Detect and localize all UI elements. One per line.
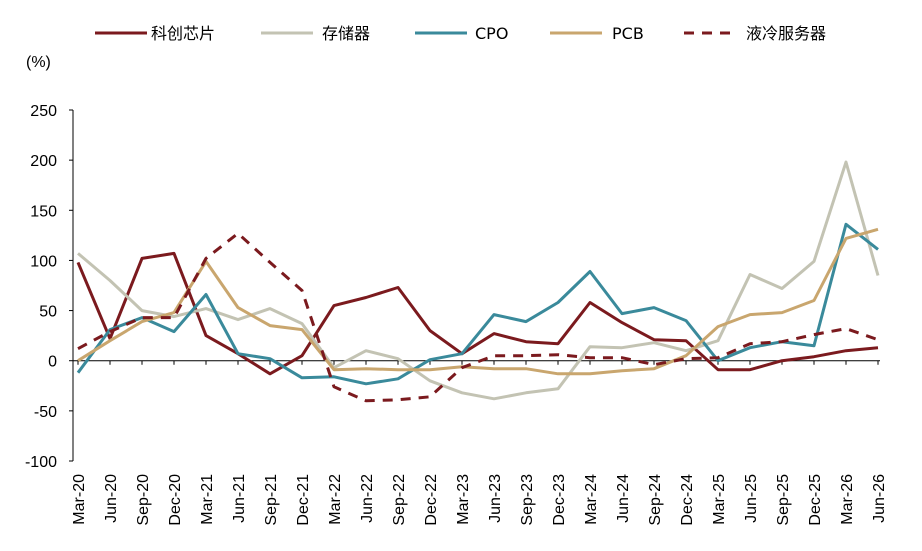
x-tick-label: Mar-23: [455, 474, 472, 525]
x-tick-label: Jun-21: [231, 474, 248, 523]
y-tick-label: 0: [48, 354, 57, 371]
series-line-4: [77, 231, 879, 403]
x-tick-label: Mar-24: [583, 474, 600, 525]
x-axis: Mar-20 Jun-20 Sep-20 Dec-20 Mar-21 Jun-21 Sep-…: [71, 360, 888, 526]
x-tick-label: Jun-22: [359, 474, 376, 523]
legend-item: 存储器: [261, 24, 370, 43]
y-tick-label: 100: [30, 253, 57, 270]
x-tick-label: Sep-20: [135, 474, 152, 526]
x-tick-label: Dec-20: [167, 474, 184, 526]
x-tick-label: Dec-25: [807, 474, 824, 526]
series-line-3: [77, 227, 879, 376]
y-tick-label: 250: [30, 103, 57, 120]
y-tick-label: -50: [34, 404, 57, 421]
series-line-0: [76, 251, 879, 376]
x-tick-label: Sep-23: [519, 474, 536, 526]
x-tick-label: Mar-21: [199, 474, 216, 525]
y-tick-label: 150: [30, 203, 57, 220]
legend-label: 液冷服务器: [746, 24, 826, 43]
legend: 科创芯片 存储器 CPO PCB 液冷服务器: [95, 24, 826, 43]
legend-item: CPO: [415, 24, 508, 43]
x-tick-label: Dec-23: [551, 474, 568, 526]
x-tick-label: Jun-20: [103, 474, 120, 523]
x-tick-label: Mar-26: [839, 474, 856, 525]
series-line-2: [76, 222, 879, 386]
x-tick-label: Jun-26: [871, 474, 888, 523]
x-tick-label: Sep-21: [263, 474, 280, 526]
x-tick-label: Mar-25: [711, 474, 728, 525]
legend-item: 液冷服务器: [684, 24, 826, 43]
x-tick-label: Mar-20: [71, 474, 88, 525]
x-tick-label: Dec-22: [423, 474, 440, 526]
y-tick-label: -100: [25, 454, 57, 471]
legend-label: CPO: [475, 24, 508, 43]
legend-label: PCB: [612, 24, 644, 43]
x-tick-label: Sep-22: [391, 474, 408, 526]
legend-label: 科创芯片: [151, 24, 215, 43]
x-tick-label: Jun-23: [487, 474, 504, 523]
x-tick-label: Sep-25: [775, 474, 792, 526]
y-tick-label: 50: [39, 304, 57, 321]
x-tick-label: Sep-24: [647, 474, 664, 526]
series-line-1: [77, 160, 880, 401]
x-tick-label: Jun-24: [615, 474, 632, 523]
legend-label: 存储器: [322, 24, 370, 43]
x-tick-label: Dec-24: [679, 474, 696, 526]
y-axis: -100 -50 0 50 100 150 200 250: [25, 103, 74, 471]
legend-item: 科创芯片: [95, 24, 215, 43]
x-tick-label: Jun-25: [743, 474, 760, 523]
unit-label: (%): [26, 54, 51, 71]
y-tick-label: 200: [30, 153, 57, 170]
x-tick-label: Mar-22: [327, 474, 344, 525]
series-layer: [76, 160, 880, 403]
legend-item: PCB: [550, 24, 644, 43]
x-tick-label: Dec-21: [295, 474, 312, 526]
